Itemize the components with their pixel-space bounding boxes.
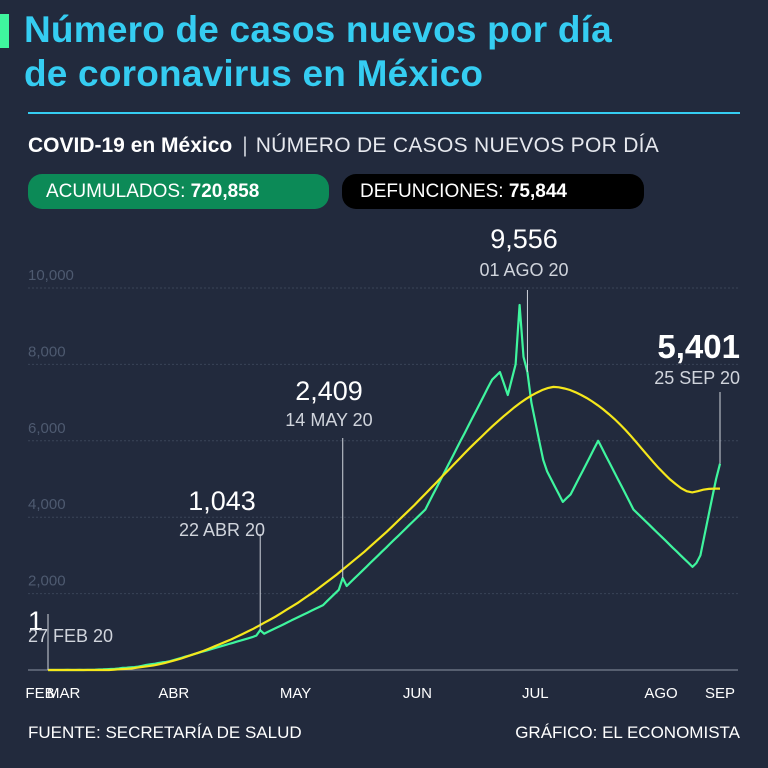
annotation-date: 27 FEB 20 xyxy=(28,626,113,646)
subtitle-topic: COVID-19 en México xyxy=(28,134,233,157)
source-note: FUENTE: SECRETARÍA DE SALUD xyxy=(28,723,302,742)
x-tick-label: MAR xyxy=(47,685,81,702)
annotation-value: 1 xyxy=(28,606,43,636)
annotation-value: 5,401 xyxy=(657,328,740,365)
title-line-2: de coronavirus en México xyxy=(24,53,484,94)
credit-note: GRÁFICO: EL ECONOMISTA xyxy=(515,723,740,742)
annotation-date: 22 ABR 20 xyxy=(179,520,265,540)
x-tick-label: MAY xyxy=(280,685,311,702)
x-tick-label: SEP xyxy=(705,685,735,702)
accumulated-cases-badge: ACUMULADOS: 720,858 xyxy=(28,174,329,209)
annotation-value: 2,409 xyxy=(295,376,363,406)
deaths-value: 75,844 xyxy=(508,181,567,202)
y-tick-label: 2,000 xyxy=(28,573,66,590)
subtitle-separator: | xyxy=(242,134,248,157)
deaths-badge: DEFUNCIONES: 75,844 xyxy=(342,174,644,209)
accumulated-label: ACUMULADOS: xyxy=(46,181,186,202)
x-tick-label: FEB xyxy=(25,685,54,702)
daily-cases-line xyxy=(48,303,722,672)
x-tick-label: AGO xyxy=(644,685,677,702)
y-tick-label: 10,000 xyxy=(28,267,74,284)
annotation-date: 25 SEP 20 xyxy=(654,368,740,388)
x-tick-label: JUN xyxy=(403,685,432,702)
title-line-1: Número de casos nuevos por día xyxy=(24,9,612,50)
annotation-value: 1,043 xyxy=(188,486,256,516)
y-tick-label: 8,000 xyxy=(28,343,66,360)
y-tick-label: 4,000 xyxy=(28,496,66,513)
annotation-value: 9,556 xyxy=(490,224,558,254)
trend-line xyxy=(48,385,720,672)
y-tick-label: 6,000 xyxy=(28,420,66,437)
deaths-label: DEFUNCIONES: xyxy=(360,181,504,202)
annotation-date: 14 MAY 20 xyxy=(285,410,372,430)
title-accent-bar xyxy=(0,14,9,48)
title-divider xyxy=(28,112,740,114)
chart-subtitle: COVID-19 en México | NÚMERO DE CASOS NUEVO… xyxy=(28,133,659,159)
x-tick-label: JUL xyxy=(522,685,549,702)
annotation-date: 01 AGO 20 xyxy=(479,260,568,280)
subtitle-description: NÚMERO DE CASOS NUEVOS POR DÍA xyxy=(255,134,660,157)
accumulated-value: 720,858 xyxy=(190,181,260,202)
x-tick-label: ABR xyxy=(158,685,189,702)
page-title: Número de casos nuevos por día de corona… xyxy=(24,8,744,96)
